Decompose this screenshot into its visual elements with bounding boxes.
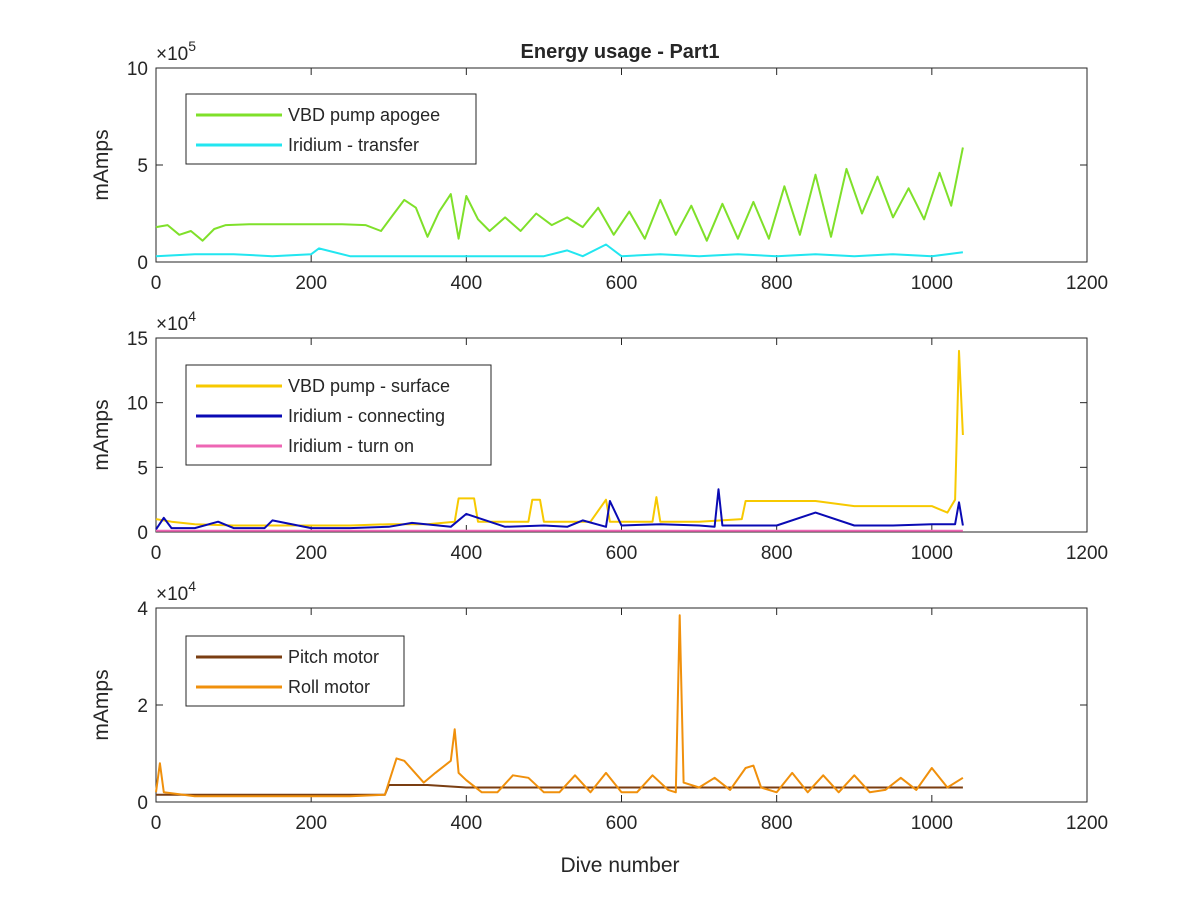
x-tick-label: 600 bbox=[606, 543, 638, 564]
legend-label-1: VBD pump - surface bbox=[288, 376, 450, 396]
x-tick-label: 200 bbox=[295, 543, 327, 564]
x-tick-label: 1200 bbox=[1066, 273, 1108, 294]
x-tick-label: 200 bbox=[295, 273, 327, 294]
x-tick-label: 0 bbox=[151, 813, 162, 834]
y-exponent-power: 5 bbox=[188, 38, 196, 54]
y-exponent-label: ×105 bbox=[156, 38, 196, 65]
legend-label-2: Iridium - transfer bbox=[288, 135, 419, 155]
y-tick-label: 0 bbox=[137, 793, 148, 814]
y-exponent-base: ×10 bbox=[156, 314, 188, 335]
series-line-2 bbox=[155, 488, 964, 530]
x-tick-label: 800 bbox=[761, 273, 793, 294]
y-exponent-power: 4 bbox=[188, 308, 196, 324]
x-tick-label: 0 bbox=[151, 543, 162, 564]
y-tick-label: 0 bbox=[137, 253, 148, 274]
x-tick-label: 400 bbox=[450, 273, 482, 294]
y-exponent-power: 4 bbox=[188, 578, 196, 594]
y-tick-label: 15 bbox=[127, 329, 148, 350]
series-line-1 bbox=[155, 349, 964, 527]
y-axis-label: mAmps bbox=[90, 669, 113, 740]
y-exponent-base: ×10 bbox=[156, 584, 188, 605]
series-line-2 bbox=[155, 243, 964, 258]
series-line-1 bbox=[156, 784, 963, 796]
y-axis-label: mAmps bbox=[90, 129, 113, 200]
y-tick-label: 10 bbox=[127, 394, 148, 415]
y-tick-label: 5 bbox=[137, 458, 148, 479]
y-exponent-label: ×104 bbox=[156, 308, 196, 335]
legend-label-2: Iridium - connecting bbox=[288, 406, 445, 426]
x-tick-label: 400 bbox=[450, 543, 482, 564]
x-tick-label: 0 bbox=[151, 273, 162, 294]
legend-box bbox=[185, 93, 477, 165]
x-tick-label: 200 bbox=[295, 813, 327, 834]
y-tick-label: 0 bbox=[137, 523, 148, 544]
x-tick-label: 1200 bbox=[1066, 813, 1108, 834]
x-tick-label: 800 bbox=[761, 813, 793, 834]
y-exponent-base: ×10 bbox=[156, 44, 188, 65]
x-tick-label: 1000 bbox=[911, 813, 953, 834]
x-tick-label: 400 bbox=[450, 813, 482, 834]
y-tick-label: 5 bbox=[137, 156, 148, 177]
x-tick-label: 800 bbox=[761, 543, 793, 564]
x-tick-label: 600 bbox=[606, 813, 638, 834]
y-tick-label: 2 bbox=[137, 696, 148, 717]
x-tick-label: 1000 bbox=[911, 543, 953, 564]
subplot-2: 0 200 400 600 800 1000 1200 0 5 10 15 ×104 mAmps VBD … bbox=[90, 308, 1108, 564]
legend-label-3: Iridium - turn on bbox=[288, 436, 414, 456]
y-tick-label: 10 bbox=[127, 59, 148, 80]
y-exponent-label: ×104 bbox=[156, 578, 196, 605]
legend-label-1: Pitch motor bbox=[288, 647, 379, 667]
x-tick-label: 600 bbox=[606, 273, 638, 294]
legend-label-2: Roll motor bbox=[288, 677, 370, 697]
x-tick-label: 1000 bbox=[911, 273, 953, 294]
series-line-2 bbox=[155, 614, 964, 798]
series-line-1 bbox=[155, 147, 964, 242]
y-axis-label: mAmps bbox=[90, 399, 113, 470]
y-tick-label: 4 bbox=[137, 599, 148, 620]
x-axis-label: Dive number bbox=[560, 854, 679, 877]
legend-label-1: VBD pump apogee bbox=[288, 105, 440, 125]
legend-box bbox=[185, 635, 405, 707]
x-tick-label: 1200 bbox=[1066, 543, 1108, 564]
figure-title: Energy usage - Part1 bbox=[521, 41, 720, 63]
